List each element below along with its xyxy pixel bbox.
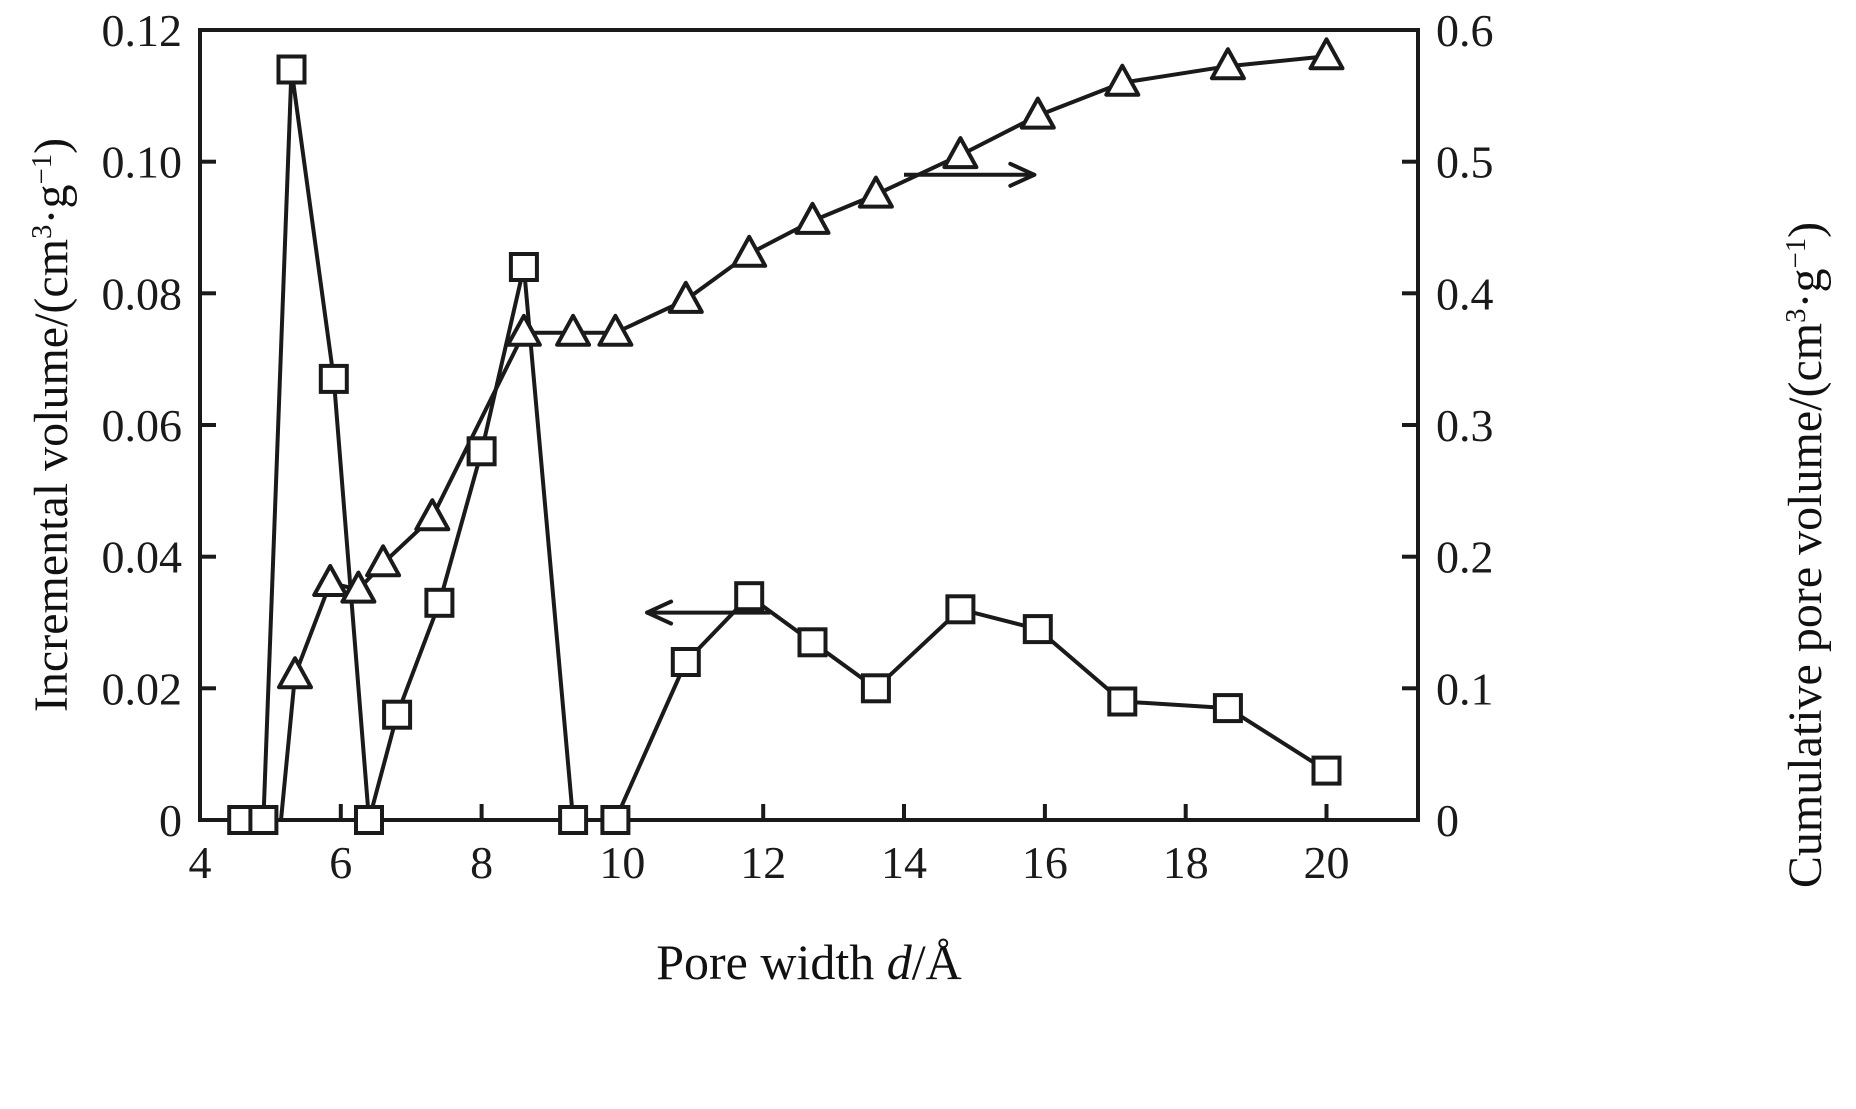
triangle-marker — [340, 570, 377, 604]
arrow-head — [1008, 161, 1037, 177]
x-axis-title-symbol: d — [886, 934, 912, 990]
right-y-tick-label: 0.2 — [1436, 532, 1494, 583]
triangle-marker — [312, 564, 349, 597]
triangle-marker — [731, 234, 768, 268]
square-marker — [1212, 693, 1243, 724]
series-markers-triangle — [277, 37, 1345, 690]
right-y-tick-label: 0.6 — [1436, 5, 1494, 56]
x-tick-label: 10 — [599, 837, 645, 888]
right-y-axis-ticks: 0 0.1 0.2 0.3 0.4 0.5 0.6 — [1402, 5, 1494, 846]
triangle-marker — [365, 544, 402, 578]
triangle-marker — [597, 313, 634, 347]
square-marker — [508, 252, 539, 282]
triangle-marker — [1104, 63, 1141, 97]
right-y-tick-label: 0.5 — [1436, 137, 1494, 188]
x-axis-title-suffix: /Å — [911, 934, 962, 990]
left-y-tick-label: 0.10 — [102, 137, 183, 188]
arrow-head — [645, 610, 674, 626]
square-marker — [1022, 614, 1053, 645]
x-axis-title: Pore width d/Å — [656, 937, 962, 987]
left-y-tick-label: 0.08 — [102, 268, 183, 319]
square-marker — [600, 805, 631, 835]
right-y-axis-title-superscript-3: 3 — [1780, 308, 1813, 323]
left-y-tick-label: 0.04 — [102, 532, 183, 583]
triangle-marker — [1308, 37, 1345, 71]
right-y-tick-label: 0.3 — [1436, 400, 1494, 451]
triangle-marker — [1019, 96, 1056, 130]
x-tick-label: 8 — [470, 837, 493, 888]
left-y-axis-title-mid: ·g — [25, 184, 78, 225]
left-y-tick-label: 0.12 — [102, 5, 183, 56]
left-y-axis-title-superscript-minus1: −1 — [26, 153, 59, 185]
triangle-marker — [942, 136, 979, 170]
square-marker — [670, 647, 701, 677]
square-marker — [734, 581, 765, 612]
series-markers-square — [227, 54, 1342, 835]
triangle-marker — [857, 175, 894, 209]
square-marker — [860, 673, 891, 704]
x-tick-label: 14 — [881, 837, 927, 888]
triangle-marker — [277, 656, 313, 690]
x-tick-label: 4 — [189, 837, 212, 888]
right-y-axis-title-superscript-minus1: −1 — [1780, 237, 1813, 269]
left-y-axis-title: Incremental volume/(cm3·g−1) — [25, 137, 78, 713]
triangle-marker — [794, 201, 831, 235]
square-marker — [466, 436, 497, 467]
right-y-axis-title-suffix: ) — [1779, 221, 1832, 238]
square-marker — [558, 805, 589, 835]
square-marker — [1311, 755, 1342, 786]
square-marker — [945, 594, 976, 625]
square-marker — [382, 699, 413, 730]
left-y-tick-label: 0.06 — [102, 400, 183, 451]
x-tick-label: 20 — [1304, 837, 1350, 888]
left-y-axis-ticks: 0 0.02 0.04 0.06 0.08 0.10 0.12 — [102, 5, 216, 846]
square-marker — [797, 627, 828, 658]
right-y-axis-title-text: Cumulative pore volume/(cm — [1779, 322, 1832, 889]
triangle-marker — [555, 313, 592, 347]
right-y-axis-title: Cumulative pore volume/(cm3·g−1) — [1779, 221, 1832, 889]
right-y-tick-label: 0.4 — [1436, 268, 1494, 319]
square-marker — [276, 54, 307, 85]
x-axis-ticks: 4 6 8 10 12 14 16 18 20 — [189, 804, 1350, 888]
square-marker — [318, 363, 349, 394]
x-tick-label: 12 — [740, 837, 786, 888]
x-tick-label: 16 — [1022, 837, 1068, 888]
triangle-marker — [414, 498, 451, 532]
left-y-tick-label: 0 — [159, 795, 182, 846]
triangle-marker — [505, 313, 542, 347]
left-y-axis-title-suffix: ) — [25, 137, 78, 154]
arrow-head — [645, 599, 674, 615]
right-y-axis-title-mid: ·g — [1779, 268, 1832, 309]
x-tick-label: 18 — [1163, 837, 1209, 888]
right-y-tick-label: 0.1 — [1436, 663, 1494, 714]
square-marker — [1107, 686, 1138, 717]
triangle-marker — [667, 280, 704, 314]
square-marker — [424, 587, 455, 618]
square-marker — [248, 805, 279, 835]
x-axis-title-text: Pore width — [656, 934, 887, 990]
left-y-axis-title-superscript-3: 3 — [26, 224, 59, 239]
right-y-tick-label: 0 — [1436, 795, 1459, 846]
left-y-axis-title-text: Incremental volume/(cm — [25, 238, 78, 713]
square-marker — [354, 805, 384, 835]
triangle-marker — [1209, 47, 1246, 81]
axis-direction-arrows — [645, 161, 1037, 626]
left-y-tick-label: 0.02 — [102, 663, 183, 714]
arrow-head — [1008, 172, 1037, 188]
x-tick-label: 6 — [329, 837, 352, 888]
